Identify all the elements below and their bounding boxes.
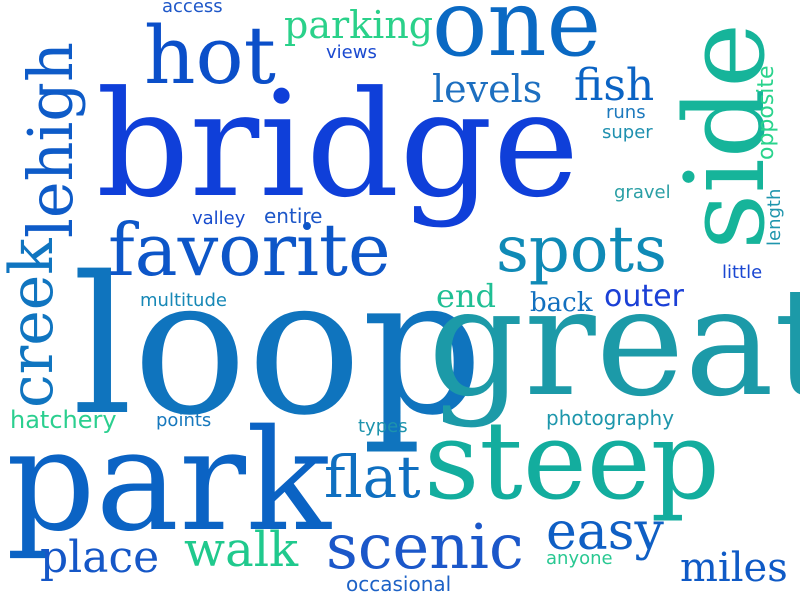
word-park: park	[6, 400, 331, 563]
word-end: end	[436, 277, 497, 315]
word-great: great	[428, 256, 800, 430]
word-levels: levels	[432, 67, 543, 111]
word-steep: steep	[424, 399, 720, 524]
word-scenic: scenic	[326, 510, 524, 583]
word-length: length	[764, 188, 785, 246]
word-points: points	[156, 410, 212, 431]
word-types: types	[358, 416, 408, 437]
word-walk: walk	[184, 522, 299, 578]
word-opposite: opposite	[754, 65, 779, 160]
word-parking: parking	[284, 3, 434, 47]
word-back: back	[530, 288, 593, 318]
word-spots: spots	[496, 213, 667, 287]
word-super: super	[602, 122, 653, 143]
word-hot: hot	[144, 9, 276, 102]
word-access: access	[162, 0, 223, 17]
word-easy: easy	[546, 502, 664, 562]
word-creek: creek	[0, 238, 67, 408]
word-outer: outer	[604, 279, 684, 314]
word-occasional: occasional	[346, 572, 452, 596]
word-photography: photography	[546, 406, 675, 430]
word-valley: valley	[192, 208, 246, 229]
word-favorite: favorite	[108, 208, 391, 292]
word-little: little	[722, 262, 763, 283]
word-flat: flat	[324, 443, 421, 511]
word-fish: fish	[574, 60, 655, 111]
word-lehigh: lehigh	[14, 42, 87, 238]
word-anyone: anyone	[546, 548, 613, 569]
word-hatchery: hatchery	[10, 406, 117, 434]
word-place: place	[40, 532, 160, 583]
word-loop: loop	[72, 236, 484, 457]
word-views: views	[326, 42, 377, 63]
word-gravel: gravel	[614, 182, 671, 203]
word-one: one	[432, 0, 602, 77]
word-multitude: multitude	[140, 290, 227, 311]
word-runs: runs	[606, 102, 646, 123]
word-entire: entire	[264, 204, 323, 228]
word-miles: miles	[680, 545, 788, 591]
word-bridge: bridge	[96, 60, 580, 230]
